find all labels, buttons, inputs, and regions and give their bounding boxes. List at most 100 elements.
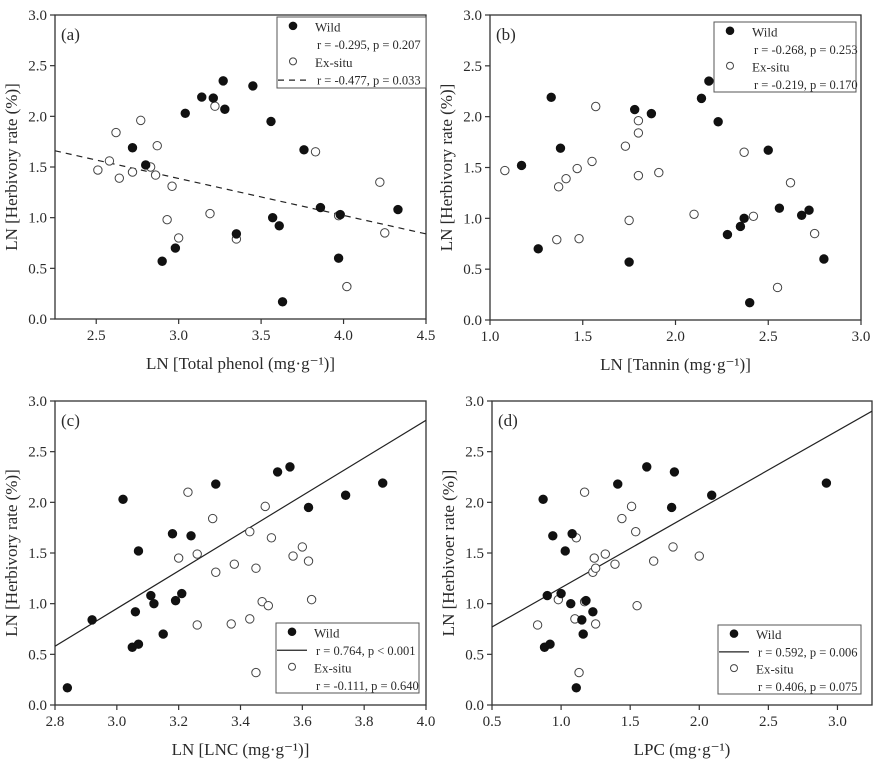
wild-data-point — [669, 467, 680, 477]
wild-data-point — [133, 546, 144, 556]
wild-data-point — [277, 297, 288, 307]
panel-b: 0.0 0.5 1.0 1.5 2.0 2.5 3.0 1.0 1.5 2.0 2.5 3.0 LN [… — [437, 8, 870, 374]
wild-data-point — [538, 494, 548, 504]
y-tick-label: 2.5 — [28, 59, 47, 75]
ex-situ-data-point — [561, 173, 571, 184]
legend-entry-text: r = -0.295, p = 0.207 — [317, 38, 421, 52]
ex-situ-data-point — [266, 533, 277, 543]
wild-data-point — [333, 253, 344, 263]
wild-data-point — [272, 467, 283, 477]
legend-entry-text: Wild — [756, 627, 782, 642]
ex-situ-data-point — [689, 209, 699, 219]
legend-entry-text: Ex-situ — [315, 55, 353, 70]
wild-data-point — [118, 494, 128, 504]
ex-situ-data-point — [375, 177, 385, 187]
y-tick-label: 1.5 — [465, 546, 484, 562]
y-axis-title: LN [Herbivory rate (%)] — [2, 469, 21, 637]
y-tick-label: 0.5 — [28, 647, 47, 663]
x-tick-label: 3.8 — [355, 714, 374, 730]
ex-situ-data-point — [500, 165, 510, 176]
legend: Wild r = 0.592, p = 0.006 Ex-situ r = 0.406… — [717, 624, 862, 695]
wild-data-point — [208, 93, 218, 103]
ex-situ-data-point — [303, 556, 314, 566]
ex-situ-data-point — [211, 567, 221, 577]
legend-entry-text: r = -0.268, p = 0.253 — [754, 43, 858, 57]
ex-situ-data-point — [167, 181, 177, 191]
ex-situ-data-point — [809, 228, 820, 239]
ex-situ-data-point — [574, 667, 584, 678]
x-tick-label: 4.0 — [417, 714, 436, 730]
wild-data-point — [170, 243, 181, 253]
panel-c: 0.0 0.5 1.0 1.5 2.0 2.5 3.0 2.8 3.0 3.2 3.4 3.6 3.8 4… — [2, 394, 435, 759]
y-tick-label: 3.0 — [28, 8, 47, 24]
wild-data-point — [555, 143, 566, 153]
ex-situ-data-point — [632, 600, 642, 611]
wild-data-point — [266, 116, 276, 127]
wild-data-point — [303, 502, 314, 513]
wild-data-point — [146, 590, 156, 601]
ex-situ-data-point — [192, 549, 202, 559]
ex-situ-data-point — [229, 559, 240, 569]
x-tick-label: 2.0 — [690, 714, 709, 730]
ex-situ-data-point — [380, 228, 390, 238]
wild-data-point — [274, 221, 284, 231]
x-tick-label: 4.0 — [334, 328, 353, 344]
y-tick-label: 0.0 — [28, 312, 47, 328]
ex-situ-data-point — [620, 141, 631, 151]
wild-data-point — [666, 502, 677, 513]
wild-data-point — [739, 213, 749, 224]
ex-situ-data-point — [626, 501, 637, 512]
y-tick-label: 1.0 — [465, 597, 484, 613]
panel-label: (d) — [498, 411, 518, 430]
legend-entry-text: r = 0.592, p = 0.006 — [758, 645, 858, 659]
wild-data-point — [378, 478, 388, 488]
y-tick-label: 1.5 — [463, 161, 482, 177]
ex-situ-data-point — [210, 101, 220, 111]
wild-data-point — [804, 205, 814, 215]
wild-data-point — [707, 490, 717, 500]
ex-situ-data-point — [260, 501, 270, 512]
legend: Wild r = -0.268, p = 0.253 Ex-situ r = -0.2… — [713, 21, 858, 93]
wild-data-point — [763, 145, 773, 155]
y-tick-label: 0.0 — [465, 698, 484, 714]
y-tick-label: 2.0 — [465, 495, 484, 511]
legend-entry-text: r = 0.406, p = 0.075 — [758, 680, 858, 694]
ex-situ-data-point — [310, 147, 321, 157]
ex-situ-data-point — [173, 233, 184, 243]
wild-data-point — [745, 298, 755, 308]
wild-data-point — [821, 478, 832, 488]
wild-data-point — [774, 203, 785, 213]
ex-situ-data-point — [590, 563, 601, 573]
y-axis-title: LN [Herbivory rate (%)] — [2, 83, 21, 251]
legend-filled-circle-icon — [729, 629, 739, 638]
y-tick-label: 2.0 — [28, 109, 47, 125]
y-tick-label: 2.5 — [28, 445, 47, 461]
legend: Wild r = 0.764, p < 0.001 Ex-situ r = -0.11… — [275, 622, 420, 694]
ex-situ-data-point — [245, 614, 255, 624]
y-tick-label: 0.0 — [28, 698, 47, 714]
wild-data-point — [231, 229, 242, 239]
y-tick-label: 2.5 — [465, 445, 484, 461]
wild-data-point — [211, 479, 221, 489]
wild-data-point — [646, 108, 657, 119]
wild-data-point — [218, 76, 228, 86]
y-tick-label: 0.5 — [463, 262, 482, 278]
x-tick-label: 3.5 — [252, 328, 271, 344]
legend-open-circle-icon — [730, 664, 738, 673]
x-tick-label: 3.4 — [231, 714, 250, 730]
wild-data-point — [578, 629, 588, 639]
wild-data-point — [819, 254, 829, 264]
ex-situ-data-point — [617, 513, 627, 524]
wild-data-point — [315, 202, 326, 213]
y-tick-label: 0.5 — [28, 261, 47, 277]
legend-entry-text: Ex-situ — [752, 59, 790, 74]
wild-data-point — [613, 479, 623, 489]
wild-data-point — [571, 683, 581, 693]
ex-situ-data-point — [587, 156, 597, 167]
x-tick-label: 2.5 — [759, 714, 778, 730]
wild-data-point — [158, 629, 168, 639]
legend-entry-text: Wild — [314, 625, 340, 640]
wild-data-point — [87, 615, 97, 625]
ex-situ-data-point — [245, 527, 255, 537]
